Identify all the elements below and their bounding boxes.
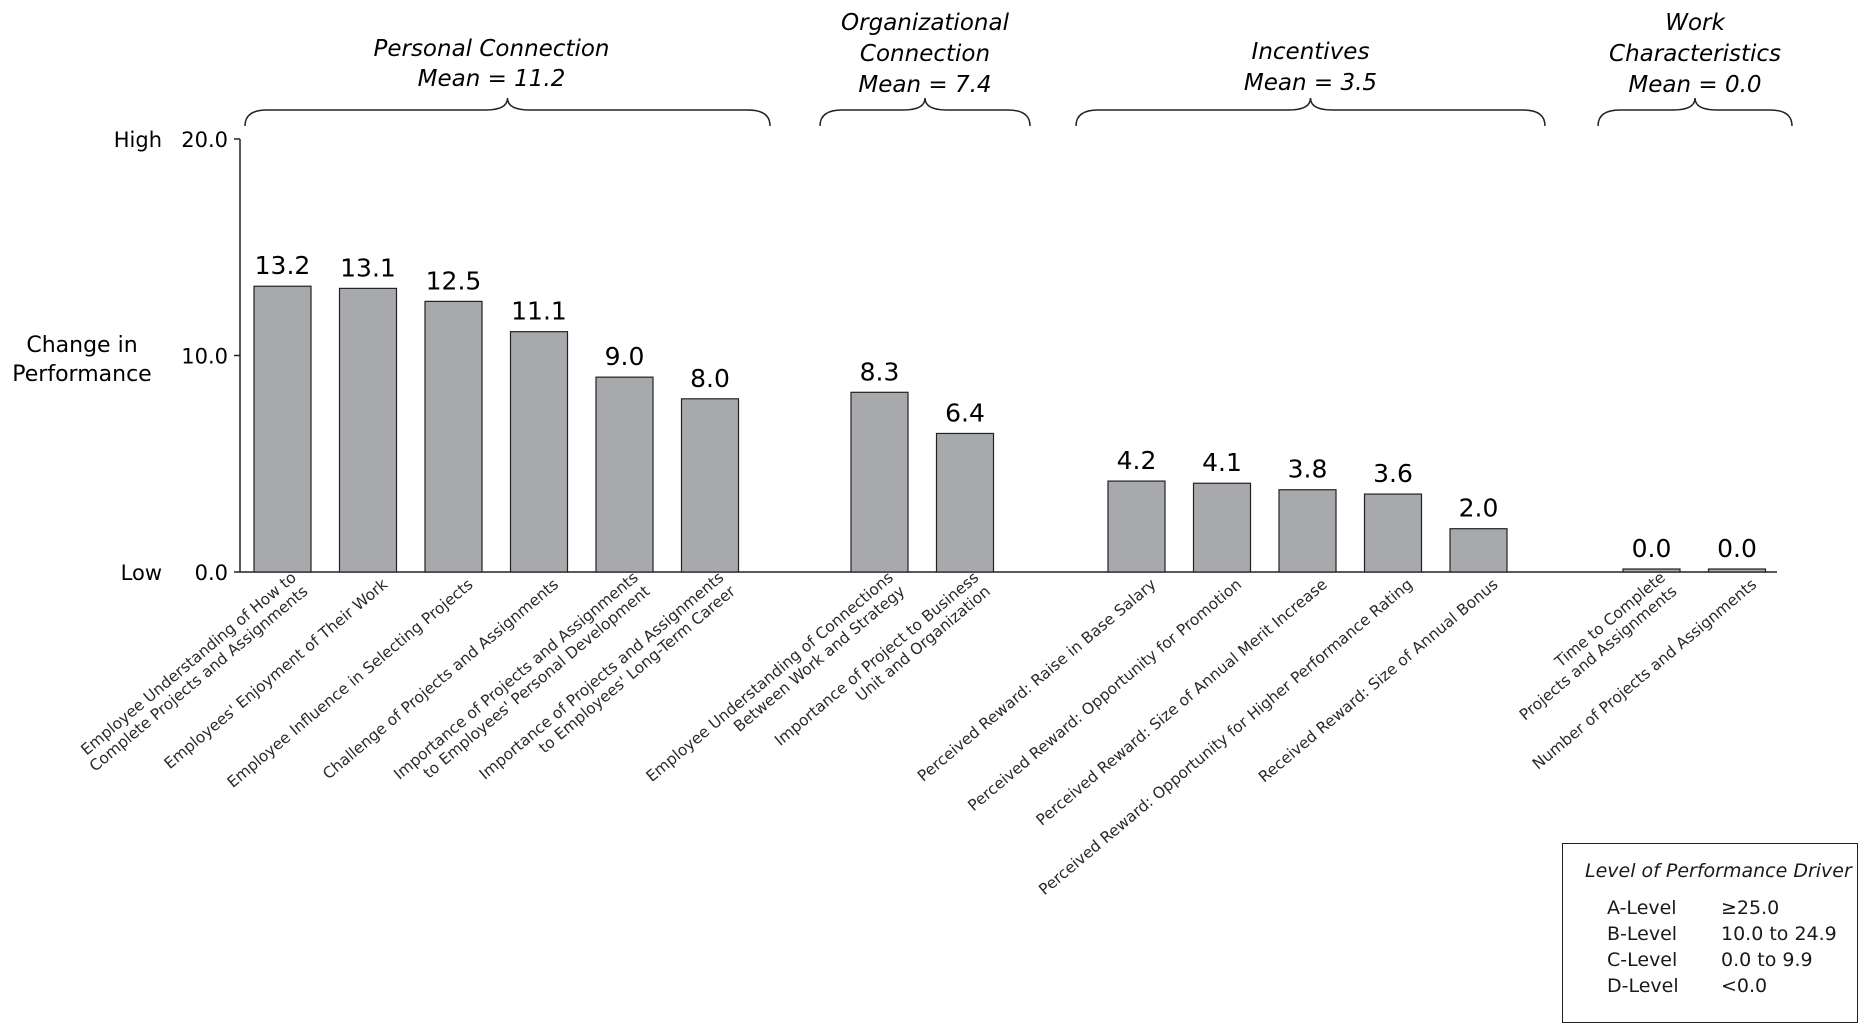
y-high-label: High bbox=[114, 128, 162, 152]
value-label: 2.0 bbox=[1459, 494, 1499, 523]
legend-level: A-Level bbox=[1607, 897, 1677, 919]
group-title-line: Characteristics bbox=[1609, 41, 1781, 67]
bar bbox=[680, 398, 740, 573]
value-label: 4.1 bbox=[1202, 448, 1242, 477]
value-label: 3.8 bbox=[1288, 455, 1328, 484]
group-title-line: Organizational bbox=[841, 10, 1010, 36]
legend-row: C-Level 0.0 to 9.9 bbox=[1607, 949, 1857, 971]
value-label: 11.1 bbox=[511, 297, 567, 326]
bar bbox=[935, 432, 995, 573]
legend-range: 10.0 to 24.9 bbox=[1721, 923, 1837, 945]
group-title-line: Mean = 7.4 bbox=[858, 72, 991, 98]
y-axis-title-line: Change in bbox=[26, 333, 137, 358]
category-labels: Employee Understanding of How toComplete… bbox=[78, 568, 1761, 898]
bar bbox=[338, 287, 398, 573]
group-brace bbox=[819, 97, 1031, 127]
group-title-line: Work bbox=[1665, 10, 1726, 36]
legend-box: Level of Performance Driver A-Level ≥25.0… bbox=[1562, 843, 1858, 1023]
bar bbox=[1278, 489, 1337, 573]
value-label: 8.0 bbox=[690, 364, 730, 393]
legend-range: 0.0 to 9.9 bbox=[1721, 949, 1813, 971]
category-label-line: Employee Understanding of How to bbox=[78, 568, 300, 759]
value-label: 13.2 bbox=[255, 251, 311, 280]
bar bbox=[1449, 528, 1508, 573]
group-title-line: Personal Connection bbox=[373, 36, 609, 62]
value-label: 3.6 bbox=[1373, 459, 1413, 488]
value-label: 0.0 bbox=[1717, 534, 1757, 563]
value-label: 6.4 bbox=[945, 398, 985, 427]
value-label: 9.0 bbox=[605, 342, 645, 371]
legend-row: A-Level ≥25.0 bbox=[1607, 897, 1857, 919]
axes: 0.0 10.0 20.0 High Low Change in Performance bbox=[12, 128, 1777, 585]
bar bbox=[850, 391, 909, 573]
bar bbox=[253, 285, 312, 573]
group-brace bbox=[1597, 97, 1793, 127]
y-tick-label: 20.0 bbox=[181, 128, 228, 152]
value-label: 0.0 bbox=[1632, 534, 1672, 563]
bar bbox=[424, 300, 483, 573]
bar bbox=[1707, 568, 1767, 573]
group-title-line: Connection bbox=[860, 41, 990, 67]
legend-level: B-Level bbox=[1607, 923, 1678, 945]
legend-title: Level of Performance Driver bbox=[1585, 860, 1852, 882]
legend-row: D-Level <0.0 bbox=[1607, 975, 1857, 997]
bar bbox=[1363, 493, 1423, 573]
value-label: 4.2 bbox=[1117, 446, 1157, 475]
bars bbox=[253, 285, 1767, 573]
value-label: 8.3 bbox=[860, 357, 900, 386]
y-axis-title: Change in Performance bbox=[12, 333, 151, 387]
category-label-line: Perceived Reward: Size of Annual Merit I… bbox=[1033, 575, 1331, 829]
value-label: 13.1 bbox=[340, 253, 396, 282]
bar bbox=[1622, 568, 1681, 573]
group-headers: Personal Connection Mean = 11.2 Organizati… bbox=[244, 10, 1793, 127]
group-title-line: Mean = 11.2 bbox=[418, 66, 566, 92]
legend-row: B-Level 10.0 to 24.9 bbox=[1607, 923, 1857, 945]
y-low-label: Low bbox=[121, 561, 162, 585]
group-brace bbox=[244, 97, 771, 127]
bar bbox=[1192, 482, 1252, 573]
bar bbox=[509, 331, 569, 573]
value-labels: 13.2 13.1 12.5 11.1 9.0 8.0 8.3 6.4 4.2 4.1 3.8 3.6… bbox=[255, 251, 1757, 563]
legend-range: <0.0 bbox=[1721, 975, 1768, 997]
category-label: Time to CompleteProjects and Assignments bbox=[1504, 568, 1680, 724]
legend-range: ≥25.0 bbox=[1721, 897, 1780, 919]
bar bbox=[1107, 480, 1166, 573]
y-tick-label: 10.0 bbox=[181, 345, 228, 369]
bar bbox=[595, 376, 654, 573]
y-tick-label: 0.0 bbox=[195, 561, 228, 585]
category-label: Perceived Reward: Size of Annual Merit I… bbox=[1033, 575, 1331, 829]
value-label: 12.5 bbox=[426, 266, 482, 295]
y-axis-title-line: Performance bbox=[12, 362, 151, 387]
legend-level: C-Level bbox=[1607, 949, 1678, 971]
legend-level: D-Level bbox=[1607, 975, 1679, 997]
group-title-line: Mean = 3.5 bbox=[1244, 70, 1377, 96]
group-brace bbox=[1075, 97, 1546, 127]
group-title-line: Incentives bbox=[1252, 39, 1370, 65]
group-title-line: Mean = 0.0 bbox=[1628, 72, 1761, 98]
